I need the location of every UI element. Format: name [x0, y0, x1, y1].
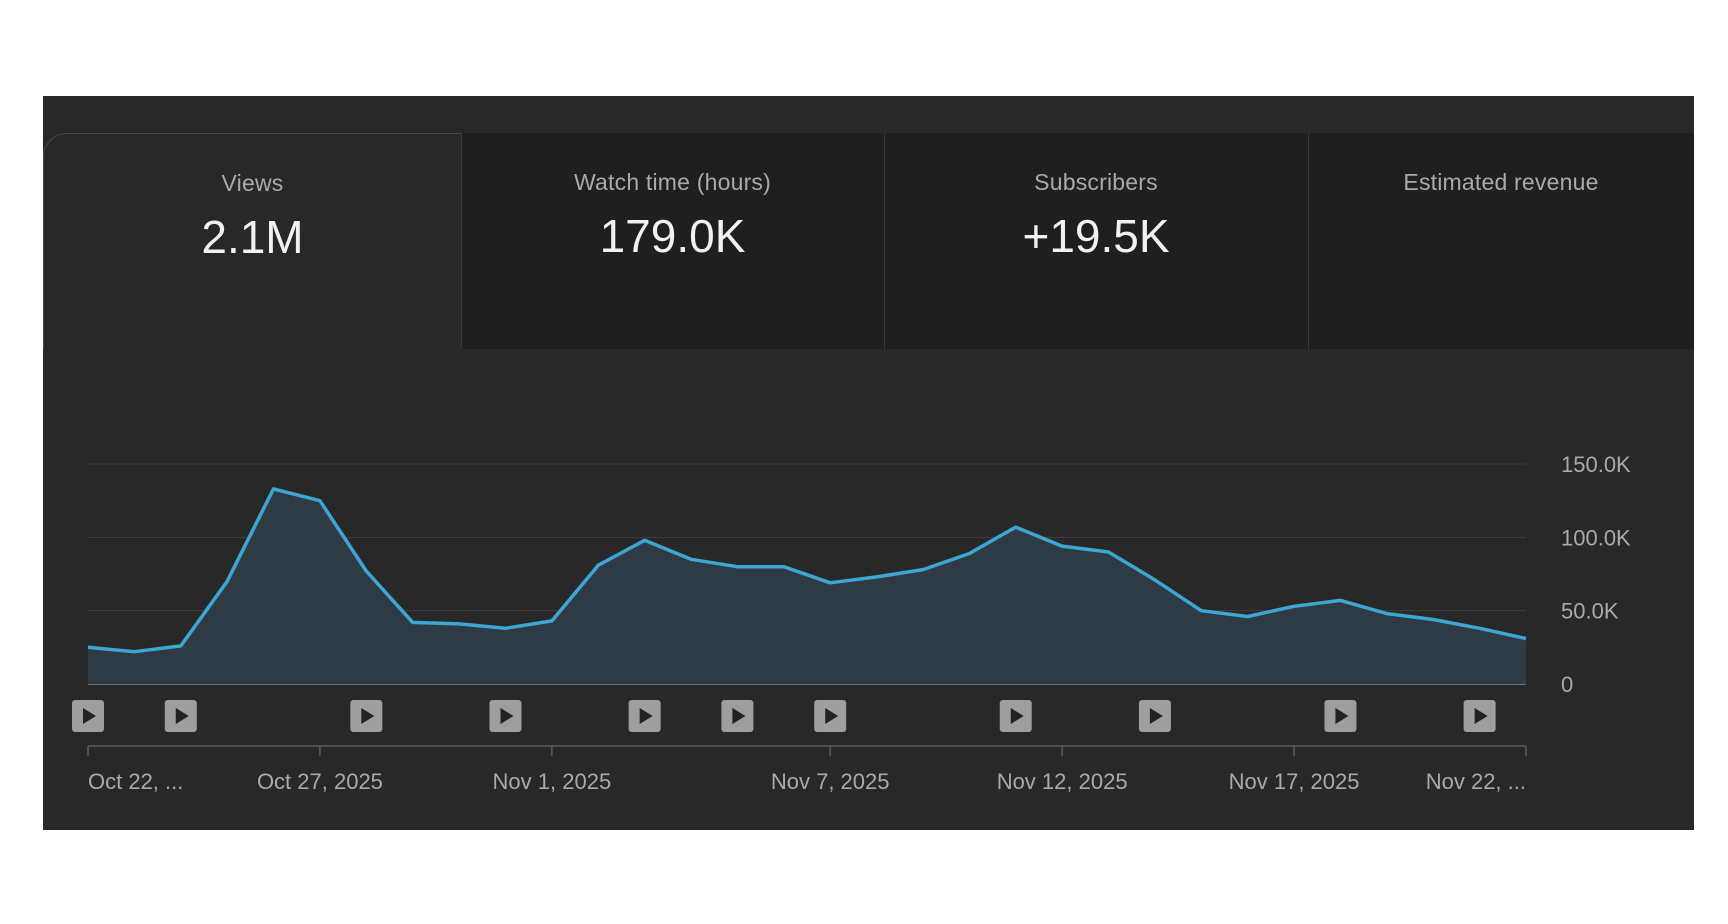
metric-label: Watch time (hours)	[573, 169, 771, 195]
data-point	[734, 564, 740, 570]
data-point	[874, 574, 880, 580]
y-tick-label: 50.0K	[1561, 599, 1619, 624]
metric-value: 179.0K	[599, 210, 746, 262]
views-line-chart: 0 50.0K 100.0K 150.0K Oct 22, ... Oct 27, 202…	[72, 452, 1631, 794]
data-point	[642, 537, 648, 543]
data-point	[1523, 636, 1529, 642]
data-point	[85, 644, 91, 650]
data-point	[1384, 611, 1390, 617]
x-tick-label: Oct 27, 2025	[257, 769, 383, 794]
data-point	[549, 618, 555, 624]
data-point	[363, 568, 369, 574]
data-point	[271, 486, 277, 492]
video-marker[interactable]	[72, 700, 104, 732]
video-marker[interactable]	[1463, 700, 1496, 732]
video-marker[interactable]	[1324, 700, 1357, 732]
data-point	[920, 567, 926, 573]
metric-value: +19.5K	[1022, 210, 1170, 262]
data-point	[827, 580, 833, 586]
video-marker[interactable]	[814, 700, 847, 732]
play-icon	[1335, 708, 1349, 724]
x-tick-label: Nov 22, ...	[1426, 769, 1526, 794]
video-marker[interactable]	[999, 700, 1032, 732]
metric-label: Views	[221, 170, 284, 196]
x-tick-label: Nov 17, 2025	[1229, 769, 1360, 794]
play-icon	[825, 708, 839, 724]
data-point	[410, 619, 416, 625]
metric-label: Estimated revenue	[1403, 169, 1599, 195]
analytics-panel: Views 2.1M Watch time (hours) 179.0K Sub…	[43, 96, 1694, 830]
x-tick-label: Nov 12, 2025	[997, 769, 1128, 794]
data-point	[1152, 577, 1158, 583]
data-point	[1106, 549, 1112, 555]
data-point	[502, 625, 508, 631]
data-point	[1291, 603, 1297, 609]
video-marker[interactable]	[350, 700, 383, 732]
tab-watch-time[interactable]: Watch time (hours) 179.0K	[461, 133, 884, 349]
tab-divider	[884, 133, 885, 349]
data-point	[1198, 608, 1204, 614]
metric-value: 2.1M	[201, 211, 304, 263]
play-icon	[732, 708, 746, 724]
data-point	[1430, 616, 1436, 622]
y-tick-label: 150.0K	[1561, 452, 1631, 477]
data-point	[224, 578, 230, 584]
x-tick-label: Nov 7, 2025	[771, 769, 890, 794]
play-icon	[1149, 708, 1163, 724]
play-icon	[500, 708, 514, 724]
play-icon	[1474, 708, 1488, 724]
play-icon	[639, 708, 653, 724]
video-marker[interactable]	[1138, 700, 1171, 732]
data-point	[1013, 524, 1019, 530]
y-tick-label: 100.0K	[1561, 525, 1631, 550]
play-icon	[83, 708, 96, 724]
data-point	[1337, 597, 1343, 603]
data-point	[131, 649, 137, 655]
play-icon	[361, 708, 375, 724]
play-icon	[1010, 708, 1024, 724]
video-marker[interactable]	[628, 700, 661, 732]
data-point	[595, 562, 601, 568]
data-point	[966, 550, 972, 556]
data-point	[781, 564, 787, 570]
y-tick-label: 0	[1561, 672, 1573, 697]
x-tick-label: Oct 22, ...	[88, 769, 183, 794]
x-tick-label: Nov 1, 2025	[493, 769, 612, 794]
metric-label: Subscribers	[1034, 169, 1158, 195]
tab-divider	[461, 133, 462, 349]
data-point	[178, 643, 184, 649]
play-icon	[175, 708, 189, 724]
data-point	[1477, 625, 1483, 631]
data-point	[317, 498, 323, 504]
data-point	[688, 556, 694, 562]
tab-divider	[1308, 133, 1309, 349]
video-marker[interactable]	[489, 700, 522, 732]
video-marker[interactable]	[721, 700, 754, 732]
tab-subscribers[interactable]: Subscribers +19.5K	[884, 133, 1308, 349]
series-line	[87, 487, 1527, 654]
data-point	[1245, 614, 1251, 620]
tab-estimated-revenue[interactable]: Estimated revenue	[1308, 133, 1694, 349]
tab-views[interactable]: Views 2.1M	[43, 133, 461, 349]
data-point	[1059, 543, 1065, 549]
series-area	[88, 488, 1526, 684]
data-point	[456, 621, 462, 627]
metric-tabs: Views 2.1M Watch time (hours) 179.0K Sub…	[43, 133, 1694, 349]
video-marker[interactable]	[164, 700, 197, 732]
